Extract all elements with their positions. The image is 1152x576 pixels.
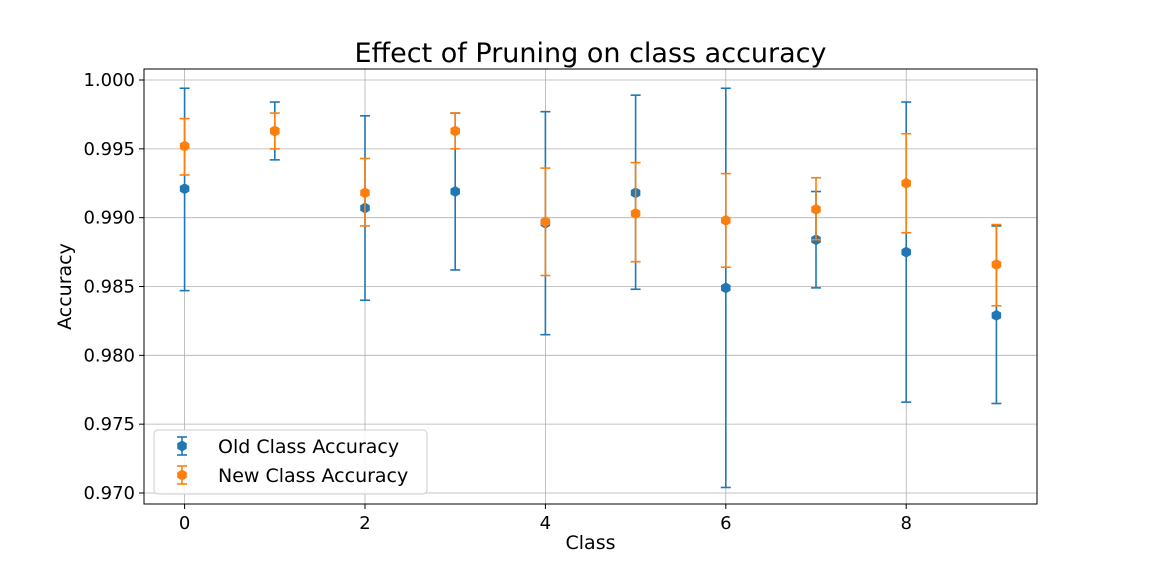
series-1 xyxy=(179,112,1002,307)
legend: Old Class Accuracy New Class Accuracy xyxy=(153,429,428,495)
data-point xyxy=(450,186,460,198)
data-point xyxy=(901,246,911,258)
x-tick-label: 8 xyxy=(900,513,911,534)
legend-label: Old Class Accuracy xyxy=(218,436,399,458)
data-point xyxy=(450,125,460,137)
y-tick-label: 0.990 xyxy=(83,208,135,229)
data-point xyxy=(179,183,190,195)
x-tick-label: 4 xyxy=(540,513,551,534)
y-axis-label: Accuracy xyxy=(54,243,76,330)
y-tick-label: 0.970 xyxy=(83,483,135,504)
legend-marker xyxy=(177,440,187,452)
y-tick-label: 0.975 xyxy=(83,414,135,435)
legend-marker xyxy=(177,469,187,481)
series-0 xyxy=(179,87,1002,489)
data-point xyxy=(540,216,551,228)
data-point xyxy=(811,203,821,215)
data-point xyxy=(901,177,911,189)
legend-item: Old Class Accuracy xyxy=(177,436,399,458)
data-point xyxy=(179,140,190,152)
ticks: 0 2 4 6 8 0.970 0.975 0.980 0.985 0.990 0.995 1.000 xyxy=(83,70,911,534)
x-tick-label: 0 xyxy=(179,513,190,534)
x-tick-label: 6 xyxy=(720,513,731,534)
x-tick-label: 2 xyxy=(359,513,370,534)
data-point xyxy=(360,187,370,199)
data-point xyxy=(630,208,641,220)
data-point xyxy=(991,309,1002,321)
y-tick-label: 0.995 xyxy=(83,139,135,160)
data-point xyxy=(721,214,731,226)
data-point xyxy=(991,258,1002,270)
plot-series xyxy=(179,87,1002,489)
data-point xyxy=(270,125,280,137)
chart-title: Effect of Pruning on class accuracy xyxy=(355,38,827,69)
x-axis-label: Class xyxy=(566,532,616,554)
y-tick-label: 0.985 xyxy=(83,277,135,298)
legend-item: New Class Accuracy xyxy=(177,465,408,487)
data-point xyxy=(721,282,731,294)
y-tick-label: 0.980 xyxy=(83,345,135,366)
legend-box xyxy=(153,429,428,495)
legend-label: New Class Accuracy xyxy=(218,465,408,487)
y-tick-label: 1.000 xyxy=(83,70,135,91)
